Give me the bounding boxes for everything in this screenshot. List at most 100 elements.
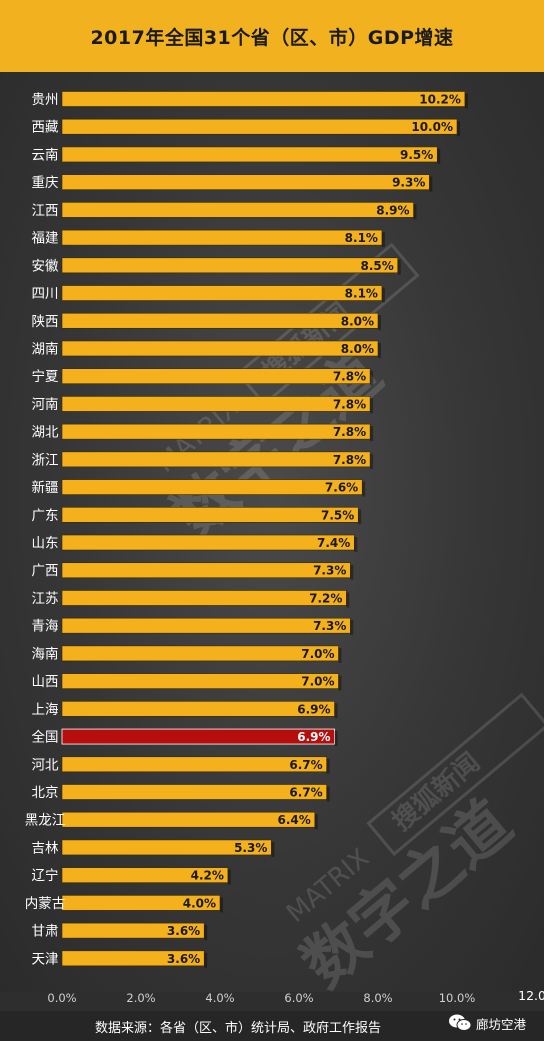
bar-shadow-16 [354, 537, 358, 553]
bar-26 [61, 811, 316, 828]
value-label: 6.4% [278, 813, 311, 827]
bar-5 [61, 229, 383, 246]
category-label: 浙江 [32, 452, 59, 468]
value-label: 6.7% [289, 786, 322, 800]
category-label: 黑龙江 [25, 813, 66, 829]
bar-13 [61, 451, 371, 468]
bar-shadow-26 [314, 814, 318, 830]
bar-shadow-29 [220, 897, 223, 913]
category-label: 江西 [32, 203, 59, 219]
x-tick-label: 0.0% [47, 991, 76, 1005]
bar-4 [61, 202, 414, 218]
category-label: 湖北 [32, 425, 59, 441]
value-label: 10.0% [411, 120, 453, 134]
category-label: 上海 [32, 702, 59, 718]
bar-22 [61, 701, 335, 717]
value-label: 8.0% [341, 342, 374, 356]
category-label: 江苏 [32, 591, 59, 607]
bar-shadow-1 [457, 121, 460, 137]
bar-shadow-2 [437, 148, 441, 164]
x-tick-label: 4.0% [205, 991, 234, 1005]
category-label: 山东 [32, 536, 59, 552]
bar-6 [61, 257, 399, 274]
value-label: 6.7% [289, 758, 322, 772]
value-label: 4.0% [183, 896, 216, 910]
category-label: 内蒙古 [25, 896, 66, 912]
bar-shadow-13 [370, 453, 374, 469]
bar-29 [61, 895, 221, 911]
footer-bar: 数据来源：各省（区、市）统计局、政府工作报告 廊坊空港 [0, 1011, 544, 1041]
value-label: 5.3% [234, 841, 267, 855]
value-label: 10.2% [419, 93, 461, 107]
category-label: 吉林 [32, 840, 59, 856]
value-label: 7.8% [333, 453, 366, 467]
bar-17 [61, 562, 351, 579]
plot-background [0, 72, 544, 992]
bar-28 [61, 867, 229, 883]
category-label: 宁夏 [32, 368, 59, 385]
bar-15 [61, 506, 359, 523]
bar-21 [61, 673, 339, 689]
bar-shadow-17 [350, 564, 354, 580]
category-label: 海南 [32, 646, 59, 662]
chart-title: 2017年全国31个省（区、市）GDP增速 [90, 26, 454, 49]
category-label: 广东 [32, 508, 59, 524]
bar-18 [61, 590, 347, 606]
bar-shadow-0 [464, 93, 468, 109]
value-label: 9.5% [400, 148, 433, 162]
x-tick-label: 6.0% [284, 991, 313, 1005]
category-label: 湖南 [32, 341, 59, 357]
value-label: 7.4% [317, 536, 350, 550]
bar-19 [61, 617, 351, 634]
value-label: 7.6% [325, 481, 358, 495]
value-label: 6.9% [297, 702, 330, 716]
value-label: 7.8% [333, 397, 366, 411]
bar-2 [61, 146, 438, 163]
category-label: 北京 [32, 785, 59, 801]
bar-31 [61, 950, 205, 967]
category-label: 河北 [32, 757, 59, 773]
value-label: 8.0% [341, 314, 374, 328]
bar-shadow-9 [378, 342, 381, 358]
value-label: 8.9% [376, 203, 409, 217]
account-name: 廊坊空港 [476, 1016, 527, 1032]
value-label: 3.6% [167, 924, 200, 938]
bar-shadow-28 [227, 869, 231, 885]
bar-shadow-10 [370, 370, 374, 386]
bar-shadow-14 [362, 481, 366, 497]
bar-shadow-11 [370, 398, 374, 414]
value-label: 8.1% [345, 287, 378, 301]
category-label: 天津 [32, 951, 59, 967]
value-label: 7.8% [333, 425, 366, 439]
value-label: 3.6% [167, 952, 200, 966]
value-label: 7.2% [309, 591, 342, 605]
bar-shadow-4 [413, 204, 417, 220]
bar-shadow-18 [346, 592, 350, 608]
value-label: 7.0% [301, 647, 334, 661]
value-label: 8.1% [345, 231, 378, 245]
bar-23 [61, 728, 335, 745]
bar-0 [61, 91, 466, 107]
category-label: 全国 [32, 729, 59, 746]
bar-shadow-30 [204, 925, 208, 941]
category-label: 安徽 [32, 258, 59, 274]
bar-shadow-8 [378, 315, 381, 331]
bar-7 [61, 285, 383, 301]
bar-1 [61, 118, 458, 135]
bar-shadow-21 [338, 675, 342, 691]
bar-shadow-15 [358, 509, 362, 525]
x-tick-label: 8.0% [363, 991, 392, 1005]
x-tick-label: 2.0% [126, 991, 155, 1005]
wechat-icon [449, 1014, 472, 1031]
value-label: 4.2% [191, 869, 224, 883]
value-label: 9.3% [392, 176, 425, 190]
category-label: 广西 [32, 563, 59, 579]
bar-24 [61, 756, 327, 773]
title-bar: 2017年全国31个省（区、市）GDP增速 [0, 0, 544, 72]
bar-3 [61, 174, 430, 190]
value-label: 7.3% [313, 564, 346, 578]
category-label: 辽宁 [32, 867, 59, 884]
bar-shadow-23 [334, 731, 338, 747]
bar-shadow-5 [381, 232, 385, 248]
bar-shadow-24 [326, 758, 330, 774]
